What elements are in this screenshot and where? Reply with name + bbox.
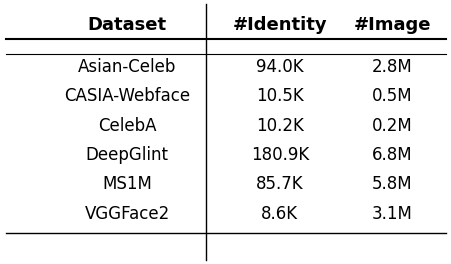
Text: DeepGlint: DeepGlint: [86, 146, 168, 164]
Text: VGGFace2: VGGFace2: [84, 205, 170, 223]
Text: #Image: #Image: [353, 16, 430, 34]
Text: CelebA: CelebA: [98, 117, 156, 135]
Text: 85.7K: 85.7K: [256, 175, 303, 193]
Text: Dataset: Dataset: [87, 16, 166, 34]
Text: 0.2M: 0.2M: [371, 117, 412, 135]
Text: 2.8M: 2.8M: [371, 58, 412, 76]
Text: 180.9K: 180.9K: [250, 146, 308, 164]
Text: 10.5K: 10.5K: [255, 87, 303, 106]
Text: #Identity: #Identity: [232, 16, 327, 34]
Text: CASIA-Webface: CASIA-Webface: [64, 87, 190, 106]
Text: 94.0K: 94.0K: [256, 58, 303, 76]
Text: 3.1M: 3.1M: [371, 205, 412, 223]
Text: 0.5M: 0.5M: [371, 87, 412, 106]
Text: MS1M: MS1M: [102, 175, 152, 193]
Text: 6.8M: 6.8M: [371, 146, 412, 164]
Text: Asian-Celeb: Asian-Celeb: [78, 58, 176, 76]
Text: 10.2K: 10.2K: [255, 117, 303, 135]
Text: 5.8M: 5.8M: [371, 175, 412, 193]
Text: 8.6K: 8.6K: [261, 205, 298, 223]
